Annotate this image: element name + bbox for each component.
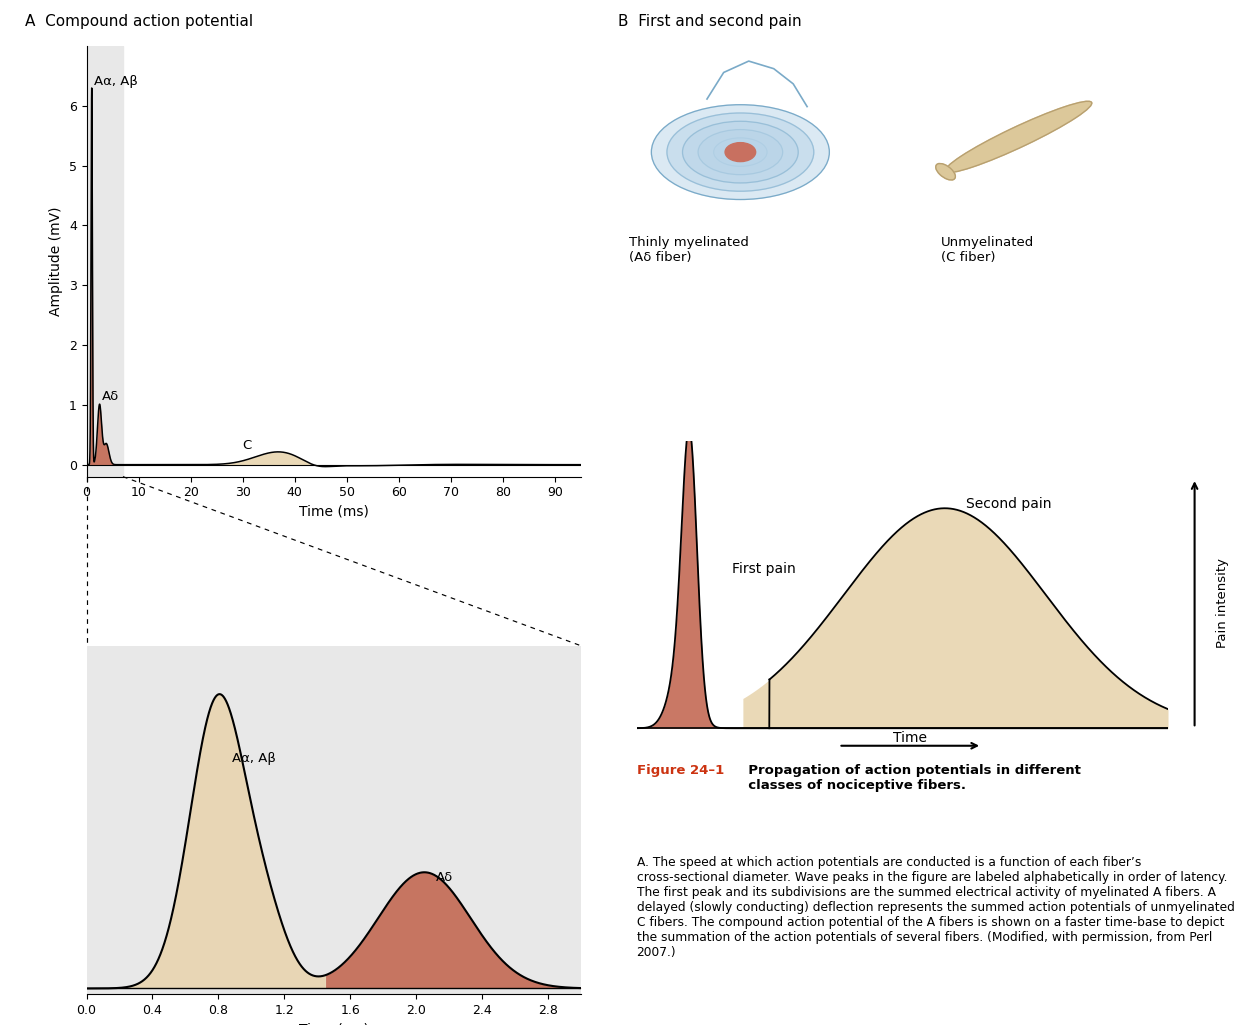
X-axis label: Time (ms): Time (ms) bbox=[299, 1023, 368, 1025]
Ellipse shape bbox=[698, 129, 782, 174]
Text: Unmyelinated
(C fiber): Unmyelinated (C fiber) bbox=[941, 236, 1033, 263]
Text: Aα, Aβ: Aα, Aβ bbox=[94, 75, 138, 88]
Text: A. The speed at which action potentials are conducted is a function of each fibe: A. The speed at which action potentials … bbox=[637, 856, 1235, 958]
Text: Propagation of action potentials in different
  classes of nociceptive fibers.: Propagation of action potentials in diff… bbox=[739, 764, 1082, 791]
Text: Pain intensity: Pain intensity bbox=[1216, 559, 1229, 648]
Ellipse shape bbox=[713, 138, 768, 166]
Bar bbox=[87, 46, 122, 477]
Text: B  First and second pain: B First and second pain bbox=[618, 13, 802, 29]
Text: A  Compound action potential: A Compound action potential bbox=[25, 13, 253, 29]
Text: C: C bbox=[242, 439, 252, 452]
Ellipse shape bbox=[946, 101, 1091, 172]
Text: Second pain: Second pain bbox=[967, 497, 1052, 511]
Ellipse shape bbox=[936, 164, 955, 180]
Text: Aα, Aβ: Aα, Aβ bbox=[231, 752, 276, 765]
Y-axis label: Amplitude (mV): Amplitude (mV) bbox=[49, 207, 63, 316]
Text: Figure 24–1: Figure 24–1 bbox=[637, 764, 724, 777]
Text: First pain: First pain bbox=[732, 563, 796, 576]
Ellipse shape bbox=[726, 142, 755, 162]
Ellipse shape bbox=[651, 105, 829, 200]
Text: Aδ: Aδ bbox=[436, 871, 454, 884]
X-axis label: Time (ms): Time (ms) bbox=[299, 505, 368, 519]
Text: Aδ: Aδ bbox=[103, 391, 120, 403]
Ellipse shape bbox=[667, 113, 813, 192]
Text: Time: Time bbox=[894, 731, 927, 744]
Ellipse shape bbox=[682, 121, 798, 182]
Text: Thinly myelinated
(Aδ fiber): Thinly myelinated (Aδ fiber) bbox=[629, 236, 749, 263]
